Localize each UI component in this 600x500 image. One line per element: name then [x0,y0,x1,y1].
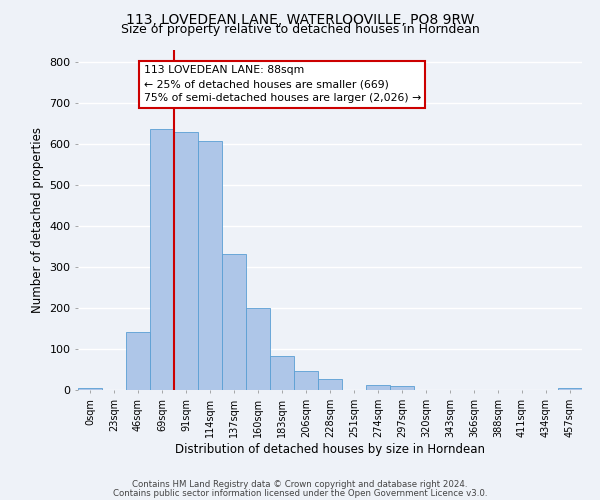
Bar [558,388,582,390]
Text: Size of property relative to detached houses in Horndean: Size of property relative to detached ho… [121,22,479,36]
Bar [318,379,342,390]
Bar [174,132,198,390]
Bar [126,332,150,390]
Bar [78,388,102,390]
Bar [270,356,294,390]
Bar [246,308,270,390]
Bar [366,385,390,390]
Bar [198,142,222,390]
Bar [150,129,174,390]
Text: 113, LOVEDEAN LANE, WATERLOOVILLE, PO8 9RW: 113, LOVEDEAN LANE, WATERLOOVILLE, PO8 9… [126,12,474,26]
Bar [390,386,414,390]
Text: Contains HM Land Registry data © Crown copyright and database right 2024.: Contains HM Land Registry data © Crown c… [132,480,468,489]
Text: Contains public sector information licensed under the Open Government Licence v3: Contains public sector information licen… [113,488,487,498]
Bar [294,371,318,390]
Bar [222,254,246,390]
Text: 113 LOVEDEAN LANE: 88sqm
← 25% of detached houses are smaller (669)
75% of semi-: 113 LOVEDEAN LANE: 88sqm ← 25% of detach… [143,66,421,104]
Y-axis label: Number of detached properties: Number of detached properties [31,127,44,313]
X-axis label: Distribution of detached houses by size in Horndean: Distribution of detached houses by size … [175,442,485,456]
